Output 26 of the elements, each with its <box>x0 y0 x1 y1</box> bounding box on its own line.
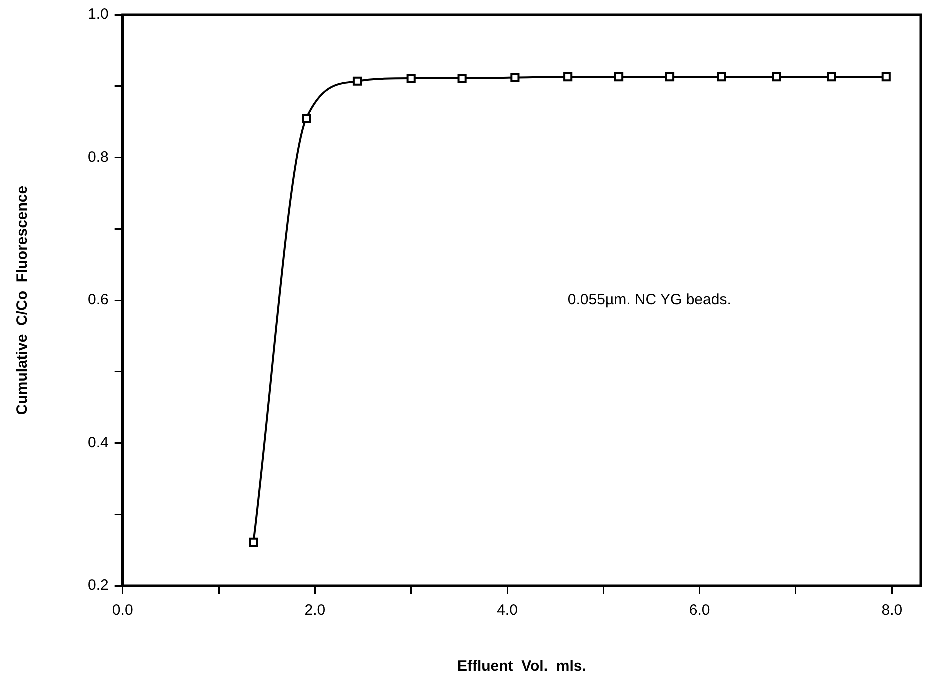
x-tick-label: 0.0 <box>112 602 134 620</box>
y-axis-title: Cumulative C/Co Fluorescence <box>14 186 32 416</box>
point <box>772 72 782 82</box>
point <box>458 74 467 84</box>
y-tick-label: 0.2 <box>88 577 109 594</box>
point <box>510 73 520 82</box>
x-tick-label: 2.0 <box>304 602 326 620</box>
point <box>352 76 362 86</box>
point <box>827 72 836 82</box>
x-axis-title: Effluent Vol. mls. <box>457 658 586 676</box>
x-tick-label: 6.0 <box>689 602 710 620</box>
y-tick-label: 1.0 <box>88 6 109 24</box>
x-tick-label: 4.0 <box>497 602 518 620</box>
y-tick-label: 0.4 <box>88 434 109 452</box>
point <box>564 72 573 82</box>
point <box>302 114 312 124</box>
point <box>665 72 675 82</box>
y-tick-label: 0.6 <box>88 292 109 309</box>
point <box>614 72 624 82</box>
x-tick-label: 8.0 <box>882 602 903 620</box>
point <box>249 538 258 547</box>
point <box>882 72 891 82</box>
point <box>717 72 726 82</box>
annotation: 0.055µm. NC YG beads. <box>568 292 732 309</box>
y-tick-label: 0.8 <box>88 148 109 166</box>
point <box>406 74 416 84</box>
